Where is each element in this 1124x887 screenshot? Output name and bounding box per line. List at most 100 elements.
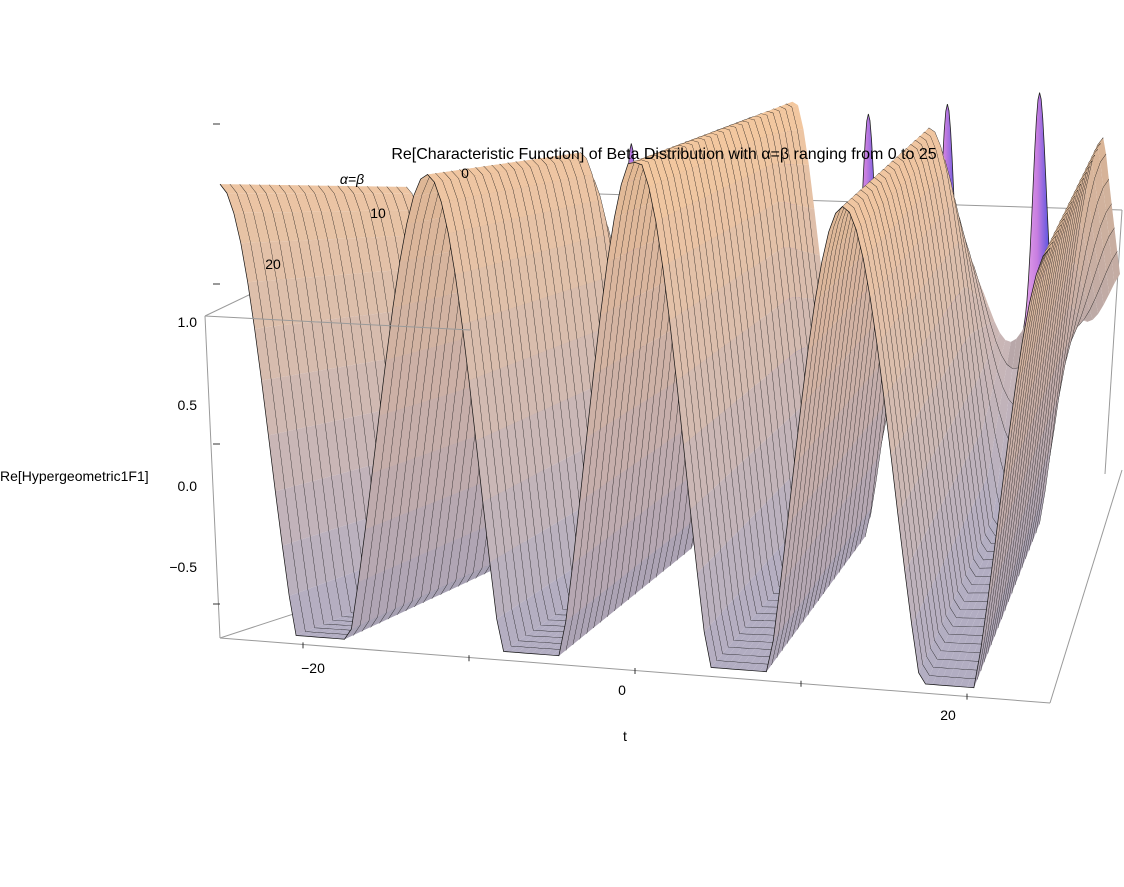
surface-patch <box>394 559 411 609</box>
surface-patch <box>954 643 965 652</box>
surface-patch <box>475 166 491 175</box>
surface-patch <box>308 370 325 426</box>
surface-patch <box>1022 297 1033 343</box>
surface-patch <box>790 203 802 251</box>
surface-patch <box>288 240 306 279</box>
surface-patch <box>1030 334 1041 390</box>
surface-patch <box>1018 532 1029 576</box>
surface-patch <box>716 654 730 662</box>
surface-patch <box>548 579 563 615</box>
surface-patch <box>538 164 553 184</box>
surface-patch <box>1014 477 1025 536</box>
surface-patch <box>772 133 785 164</box>
surface-patch <box>755 641 768 650</box>
surface-patch <box>1056 312 1066 368</box>
surface-patch <box>936 667 947 677</box>
surface-patch <box>576 335 591 393</box>
surface-patch <box>724 661 738 670</box>
surface-patch <box>856 427 868 487</box>
surface-patch <box>961 461 972 517</box>
surface-patch <box>269 184 286 194</box>
surface-patch <box>945 607 957 627</box>
surface-patch <box>461 485 477 538</box>
surface-patch <box>842 202 854 213</box>
surface-patch <box>243 212 260 243</box>
surface-patch <box>287 429 304 487</box>
surface-patch <box>723 282 736 342</box>
surface-patch <box>514 419 529 483</box>
surface-patch <box>661 215 675 264</box>
surface-patch <box>549 247 563 295</box>
surface-patch <box>539 625 554 632</box>
surface-patch <box>365 237 382 273</box>
surface-patch <box>386 305 402 360</box>
surface-patch <box>350 468 366 522</box>
surface-patch <box>920 193 931 233</box>
surface-patch <box>970 652 981 662</box>
surface-patch <box>964 593 975 602</box>
surface-patch <box>607 528 621 589</box>
surface-patch <box>997 516 1008 576</box>
surface-patch <box>890 448 902 514</box>
surface-patch <box>433 445 449 503</box>
surface-patch <box>924 398 935 460</box>
surface-patch <box>647 336 660 400</box>
surface-patch <box>1014 403 1025 463</box>
surface-patch <box>800 494 813 559</box>
surface-patch <box>496 190 512 222</box>
surface-patch <box>520 186 535 216</box>
surface-patch <box>863 254 875 298</box>
surface-patch <box>853 336 865 397</box>
surface-patch <box>595 235 610 280</box>
surface-patch <box>728 640 741 648</box>
surface-patch <box>847 390 859 452</box>
surface-patch <box>707 420 720 489</box>
surface-patch <box>1034 431 1044 488</box>
surface-patch <box>257 280 274 328</box>
surface-patch <box>973 640 985 688</box>
surface-patch <box>1041 447 1051 499</box>
surface-patch <box>846 260 858 312</box>
surface-patch <box>693 246 706 302</box>
surface-patch <box>564 153 579 161</box>
surface-patch <box>399 458 415 516</box>
surface-patch <box>1085 162 1095 202</box>
surface-patch <box>1068 261 1078 307</box>
surface-patch <box>679 147 693 171</box>
surface-patch <box>980 624 991 671</box>
surface-patch <box>482 498 498 563</box>
surface-patch <box>833 357 846 420</box>
surface-patch <box>820 470 833 533</box>
surface-patch <box>530 353 545 413</box>
surface-patch <box>958 242 968 289</box>
surface-patch <box>566 454 580 514</box>
surface-patch <box>669 316 683 381</box>
surface-patch <box>861 420 873 480</box>
surface-patch <box>783 565 796 627</box>
surface-patch <box>955 626 966 635</box>
surface-patch <box>365 361 382 413</box>
surface-patch <box>778 132 791 165</box>
surface-patch <box>1049 243 1059 286</box>
surface-patch <box>517 641 532 648</box>
surface-patch <box>330 634 347 639</box>
surface-patch <box>819 253 832 298</box>
surface-patch <box>538 642 553 649</box>
surface-patch <box>976 296 987 328</box>
surface-patch <box>1043 255 1053 298</box>
surface-patch <box>1011 410 1022 471</box>
surface-patch <box>878 282 890 335</box>
surface-patch <box>1004 462 1015 524</box>
surface-patch <box>817 288 830 342</box>
surface-patch <box>379 608 395 623</box>
surface-patch <box>312 628 328 633</box>
surface-patch <box>1015 335 1026 388</box>
surface-patch <box>696 499 709 568</box>
surface-patch <box>295 193 312 212</box>
surface-patch <box>698 162 711 198</box>
surface-patch <box>860 221 872 255</box>
surface-patch <box>579 548 594 611</box>
surface-patch <box>1008 380 1019 439</box>
surface-patch <box>429 343 445 400</box>
surface-patch <box>710 157 724 192</box>
